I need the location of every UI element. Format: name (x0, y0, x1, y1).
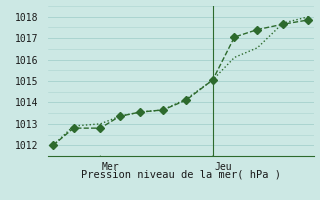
Text: Jeu: Jeu (214, 162, 232, 172)
X-axis label: Pression niveau de la mer( hPa ): Pression niveau de la mer( hPa ) (81, 170, 281, 180)
Text: Mer: Mer (102, 162, 119, 172)
